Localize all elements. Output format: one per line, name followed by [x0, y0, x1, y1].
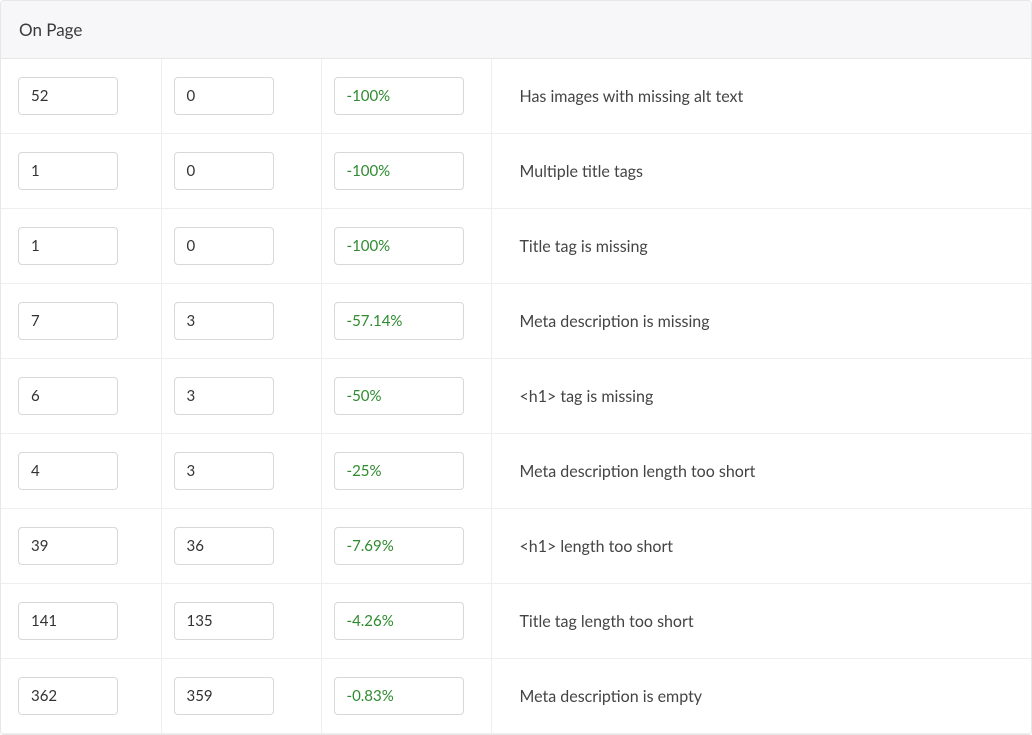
after-value: 3 — [174, 302, 274, 340]
cell-before: 7 — [1, 284, 161, 359]
after-value: 36 — [174, 527, 274, 565]
cell-description: Title tag length too short — [491, 584, 1031, 659]
before-value: 4 — [18, 452, 118, 490]
cell-description: <h1> length too short — [491, 509, 1031, 584]
table-row: 6 3 -50% <h1> tag is missing — [1, 359, 1031, 434]
panel-title: On Page — [1, 1, 1031, 59]
cell-change: -0.83% — [321, 659, 491, 734]
cell-change: -100% — [321, 59, 491, 134]
cell-change: -7.69% — [321, 509, 491, 584]
cell-description: <h1> tag is missing — [491, 359, 1031, 434]
cell-change: -100% — [321, 134, 491, 209]
table-row: 1 0 -100% Title tag is missing — [1, 209, 1031, 284]
before-value: 52 — [18, 77, 118, 115]
cell-description: Meta description is empty — [491, 659, 1031, 734]
cell-before: 1 — [1, 209, 161, 284]
cell-after: 359 — [161, 659, 321, 734]
cell-after: 0 — [161, 134, 321, 209]
table-row: 4 3 -25% Meta description length too short — [1, 434, 1031, 509]
cell-after: 3 — [161, 434, 321, 509]
cell-after: 0 — [161, 59, 321, 134]
before-value: 1 — [18, 227, 118, 265]
cell-after: 3 — [161, 284, 321, 359]
table-row: 362 359 -0.83% Meta description is empty — [1, 659, 1031, 734]
after-value: 0 — [174, 227, 274, 265]
after-value: 0 — [174, 77, 274, 115]
cell-after: 3 — [161, 359, 321, 434]
cell-before: 39 — [1, 509, 161, 584]
cell-before: 362 — [1, 659, 161, 734]
cell-before: 6 — [1, 359, 161, 434]
change-value: -50% — [334, 377, 464, 415]
cell-before: 52 — [1, 59, 161, 134]
change-value: -100% — [334, 152, 464, 190]
audit-table: 52 0 -100% Has images with missing alt text… — [1, 59, 1031, 734]
table-row: 141 135 -4.26% Title tag length too short — [1, 584, 1031, 659]
change-value: -100% — [334, 227, 464, 265]
after-value: 3 — [174, 377, 274, 415]
before-value: 39 — [18, 527, 118, 565]
before-value: 1 — [18, 152, 118, 190]
cell-after: 36 — [161, 509, 321, 584]
table-row: 7 3 -57.14% Meta description is missing — [1, 284, 1031, 359]
before-value: 6 — [18, 377, 118, 415]
change-value: -57.14% — [334, 302, 464, 340]
cell-description: Meta description length too short — [491, 434, 1031, 509]
after-value: 135 — [174, 602, 274, 640]
change-value: -4.26% — [334, 602, 464, 640]
change-value: -25% — [334, 452, 464, 490]
cell-change: -4.26% — [321, 584, 491, 659]
after-value: 0 — [174, 152, 274, 190]
audit-table-body: 52 0 -100% Has images with missing alt text… — [1, 59, 1031, 734]
cell-after: 135 — [161, 584, 321, 659]
cell-before: 1 — [1, 134, 161, 209]
cell-change: -50% — [321, 359, 491, 434]
before-value: 7 — [18, 302, 118, 340]
change-value: -7.69% — [334, 527, 464, 565]
after-value: 359 — [174, 677, 274, 715]
cell-after: 0 — [161, 209, 321, 284]
table-row: 1 0 -100% Multiple title tags — [1, 134, 1031, 209]
cell-description: Multiple title tags — [491, 134, 1031, 209]
change-value: -0.83% — [334, 677, 464, 715]
cell-before: 141 — [1, 584, 161, 659]
on-page-panel: On Page 52 0 -100% Has images with missing … — [0, 0, 1032, 735]
cell-description: Title tag is missing — [491, 209, 1031, 284]
before-value: 141 — [18, 602, 118, 640]
before-value: 362 — [18, 677, 118, 715]
after-value: 3 — [174, 452, 274, 490]
cell-change: -57.14% — [321, 284, 491, 359]
change-value: -100% — [334, 77, 464, 115]
cell-description: Meta description is missing — [491, 284, 1031, 359]
table-row: 52 0 -100% Has images with missing alt text — [1, 59, 1031, 134]
table-row: 39 36 -7.69% <h1> length too short — [1, 509, 1031, 584]
cell-before: 4 — [1, 434, 161, 509]
cell-description: Has images with missing alt text — [491, 59, 1031, 134]
cell-change: -25% — [321, 434, 491, 509]
cell-change: -100% — [321, 209, 491, 284]
